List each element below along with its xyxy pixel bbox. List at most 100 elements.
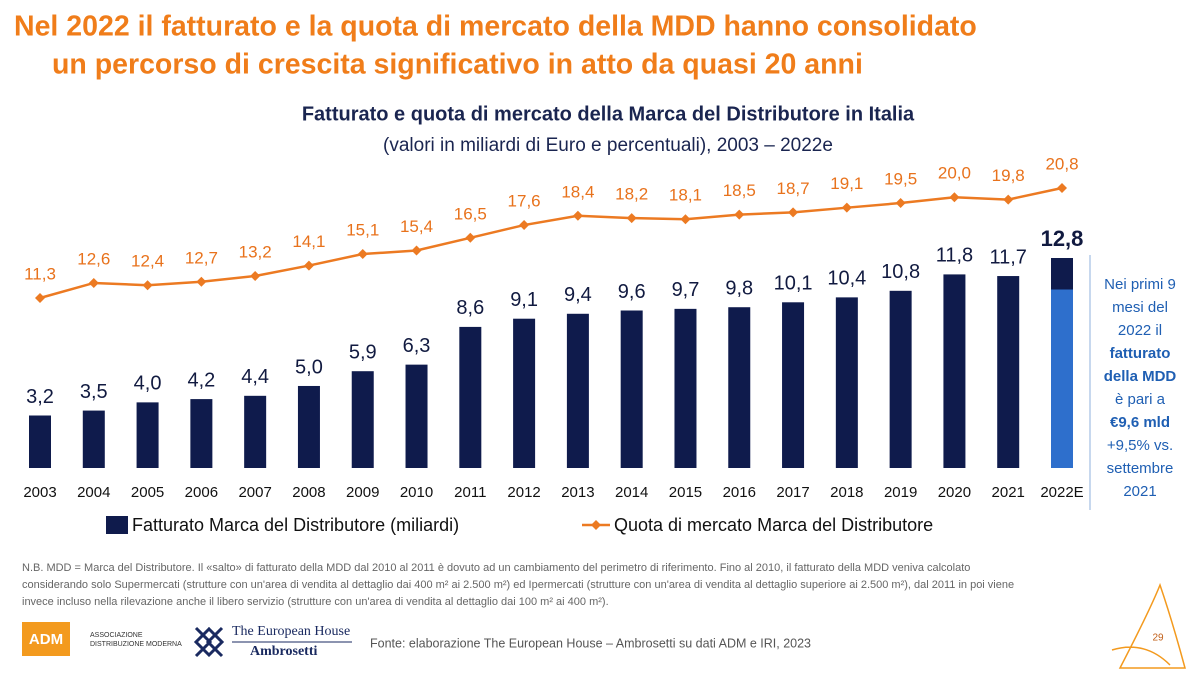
line-marker [35,293,45,303]
line-value-label: 19,5 [884,170,917,189]
chart-subtitle: (valori in miliardi di Euro e percentual… [383,135,833,156]
bar [513,318,536,468]
line-marker [465,232,476,243]
line-value-label: 19,1 [830,174,863,193]
line-value-label: 20,8 [1045,154,1078,173]
x-tick-label: 2019 [884,484,917,501]
bar-value-label: 11,8 [936,245,973,267]
page-number: 29 [1152,633,1164,644]
legend-label: Quota di mercato Marca del Distributore [614,515,933,535]
source: Fonte: elaborazione The European House –… [370,636,811,650]
note: considerando solo Supermercati (struttur… [22,579,1014,591]
adm-logo: ADM [29,631,63,648]
legend-swatch [106,516,128,534]
x-tick-label: 2010 [400,484,433,501]
bar [190,399,213,468]
bar-value-label: 9,1 [510,289,538,311]
bar-value-label: 3,2 [26,386,54,408]
bar [459,326,482,468]
x-tick-label: 2011 [454,484,486,501]
x-tick-label: 2005 [131,484,164,501]
bar-value-label: 9,7 [672,279,700,301]
line-value-label: 12,6 [77,249,110,268]
teha-logo-mark [193,626,225,658]
x-tick-label: 2003 [23,484,56,501]
line-marker [895,198,906,209]
line-marker [142,280,153,291]
line-marker [519,220,530,231]
annotation-line: è pari a [1115,391,1166,408]
line-value-label: 14,1 [292,232,325,251]
bar-value-label: 10,8 [881,261,920,283]
line-value-label: 16,5 [454,204,487,223]
x-tick-label: 2006 [185,484,218,501]
line-marker [680,214,691,225]
x-tick-label: 2020 [938,484,971,501]
line-value-label: 11,3 [24,264,56,283]
x-tick-label: 2009 [346,484,379,501]
bar-value-label: 8,6 [456,297,484,319]
bar [244,395,267,468]
x-tick-label: 2014 [615,484,648,501]
x-tick-label: 2007 [238,484,271,501]
annotation: Nei primi 9 mesi del 2022 il fatturato della… [1104,276,1177,500]
x-tick-label: 2004 [77,484,110,501]
line-value-label: 15,4 [400,217,433,236]
annotation-line: fatturato [1110,345,1171,362]
legend-marker [591,520,601,530]
x-tick-label: 2013 [561,484,594,501]
line-value-label: 18,2 [615,185,648,204]
bar [297,385,320,468]
legend-label: Fatturato Marca del Distributore (miliar… [132,515,459,535]
line-value-label: 20,0 [938,164,971,183]
line-value-label: 18,5 [723,181,756,200]
bar-value-label: 4,0 [134,373,162,395]
bar-value-label: 4,2 [187,369,215,391]
bar [997,276,1020,468]
line-value-label: 13,2 [239,242,272,261]
chart-title: Fatturato e quota di mercato della Marca… [302,103,915,125]
x-tick-label: 2012 [507,484,540,501]
x-tick-label: 2018 [830,484,863,501]
teha-text: The European House [232,624,350,639]
annotation-line: Nei primi 9 [1104,276,1176,293]
line-value-label: 15,1 [346,220,379,239]
annotation-line: 2021 [1123,483,1156,500]
teha-text: Ambrosetti [250,644,318,659]
annotation-line: €9,6 mld [1110,414,1170,431]
x-tick-label: 2008 [292,484,325,501]
x-tick-label: 2016 [723,484,756,501]
line-marker [626,213,637,224]
plot: 2003 2004 2005 2006 2007 2008 2009 2010 2011 2012… [23,154,1083,534]
line-marker [357,249,368,259]
bar [29,415,51,468]
adm-text: ASSOCIAZIONE [90,632,143,639]
line-marker [788,207,799,218]
bar-value-label: 9,4 [564,284,592,306]
bar [782,302,805,468]
bar [405,364,428,468]
bar [889,290,912,468]
bar-value-label: 9,8 [725,278,753,300]
bar [351,371,374,468]
bar-value-label: 11,7 [989,246,1026,268]
bar [835,297,858,468]
line-marker [734,209,745,220]
line-marker [196,276,207,287]
bar [136,402,159,468]
bar [943,274,966,468]
line-marker [1057,183,1067,193]
annotation-line: settembre [1107,460,1174,477]
bar-value-label: 4,4 [241,366,269,388]
line-value-label: 12,4 [131,252,164,271]
bar [728,307,751,468]
line-value-label: 18,7 [777,179,810,198]
bar-value-label: 9,6 [618,281,646,303]
line-marker [841,202,852,213]
line-marker [303,260,314,271]
line-value-label: 18,4 [561,182,594,201]
bar-value-label: 3,5 [80,381,108,403]
line-marker [1003,194,1014,205]
bar [674,308,697,468]
